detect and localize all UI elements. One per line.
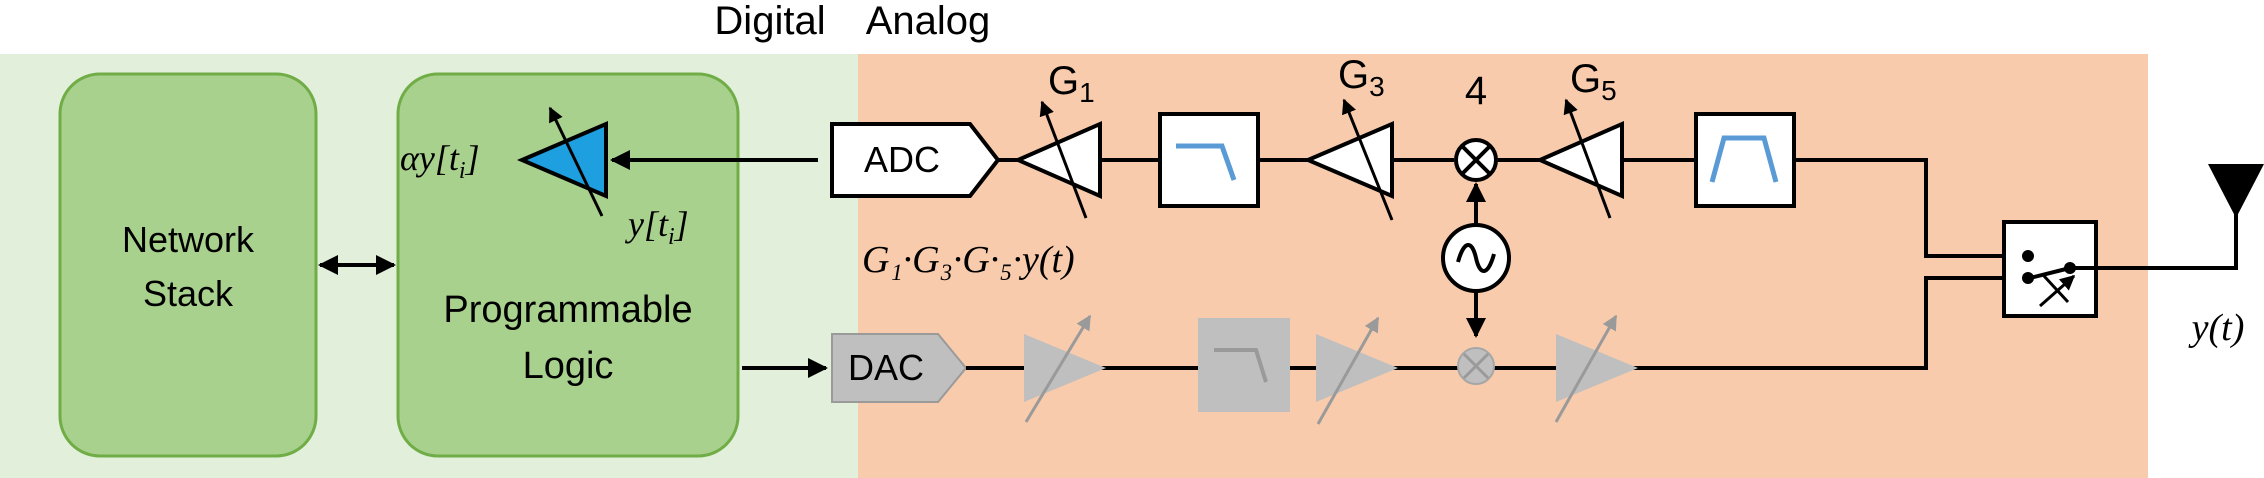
output-signal-label: y(t) xyxy=(2188,307,2245,349)
digital-domain-label: Digital xyxy=(714,0,825,43)
switch-arm xyxy=(2029,266,2071,280)
tx-amplifier-2-adjust-arrow xyxy=(1316,316,1380,425)
bandpass-filter-icon xyxy=(1709,135,1779,183)
digital-gain-adjust-arrow xyxy=(548,106,604,217)
g3-label: G3 xyxy=(1338,53,1385,102)
network-stack-label-line1: Network xyxy=(122,219,255,260)
analog-domain-label: Analog xyxy=(866,0,991,43)
tx-mixer-cross-2 xyxy=(1462,352,1490,380)
gain-product-label: G₁·G₃·G·₅·y(t) xyxy=(862,239,1075,281)
switch-actuator-cross xyxy=(2042,274,2070,304)
tx-amplifier-3-adjust-arrow xyxy=(1554,314,1618,423)
switch-contact-tx xyxy=(2022,272,2034,284)
dac-label: DAC xyxy=(848,347,924,388)
tx-amplifier-2 xyxy=(1316,334,1398,402)
network-stack-block xyxy=(58,72,318,458)
lowpass-filter-icon xyxy=(1176,143,1237,181)
antenna-icon xyxy=(2208,164,2264,218)
g5-label: G5 xyxy=(1570,57,1617,106)
antenna-feed-line xyxy=(2070,206,2238,270)
programmable-logic-label-line2: Logic xyxy=(523,345,614,387)
rx-mixer-cross-2 xyxy=(1460,144,1492,176)
local-oscillator-sine-icon xyxy=(1456,243,1496,273)
alpha-y-label: αy[ti] xyxy=(400,138,480,184)
g3-adjust-arrow xyxy=(1342,98,1394,221)
adc-label: ADC xyxy=(864,139,940,180)
tx-lowpass-filter-icon xyxy=(1214,348,1268,383)
switch-contact-rx xyxy=(2022,250,2034,262)
g5-adjust-arrow xyxy=(1563,98,1612,219)
dac-block xyxy=(831,333,968,403)
tx-lowpass-filter xyxy=(1198,318,1290,412)
lowpass-filter xyxy=(1158,112,1260,208)
y-sample-label: y[ti] xyxy=(625,204,689,250)
tx-main-line xyxy=(966,276,2036,370)
tx-amplifier-1-adjust-arrow xyxy=(1024,314,1092,423)
programmable-logic-block xyxy=(396,72,740,458)
g1-adjust-arrow xyxy=(1039,100,1088,219)
mixer-number-label: 4 xyxy=(1465,69,1487,113)
tx-amplifier-1 xyxy=(1024,334,1106,402)
g1-label: G1 xyxy=(1048,59,1095,108)
bandpass-filter xyxy=(1694,112,1796,208)
network-stack-label-line2: Stack xyxy=(143,273,234,314)
programmable-logic-label-line1: Programmable xyxy=(443,289,692,331)
rx-line-to-switch xyxy=(1794,158,2036,258)
